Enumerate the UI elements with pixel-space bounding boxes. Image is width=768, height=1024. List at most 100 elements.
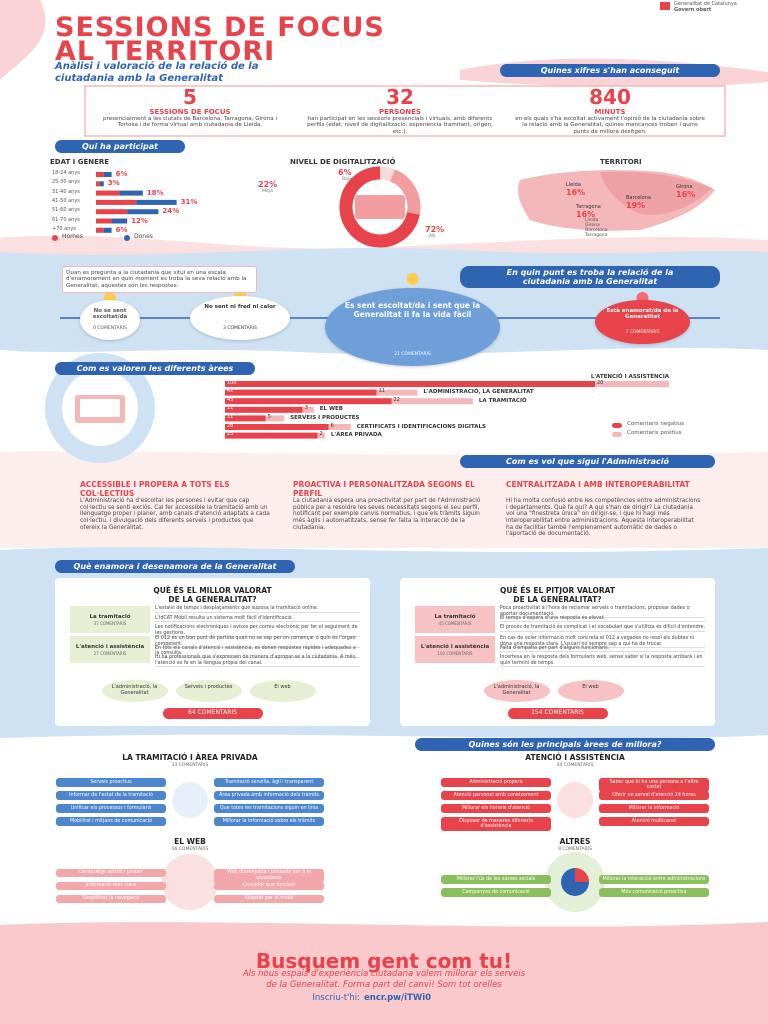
bar-women — [119, 190, 143, 196]
value-label: 16% — [576, 210, 596, 219]
scale-count: 7 COMENTARIS — [625, 330, 660, 335]
improvement-item: Web dissenyada i pensada per a la ciutad… — [214, 868, 324, 883]
area-box — [415, 636, 495, 663]
tag: El web — [249, 680, 316, 702]
improvement-item: Campanyes de comunicació — [441, 888, 551, 897]
value-label: 6% — [115, 170, 128, 178]
age-label: 61-70 anys — [52, 216, 80, 223]
value-label: 18% — [146, 188, 164, 197]
improvement-item: Millorar la informació sobre els tràmits — [214, 817, 324, 826]
tag: El web — [557, 680, 624, 702]
footer-link[interactable]: encr.pw/iTWi0 — [364, 993, 432, 1003]
figure-label: PERSONES — [379, 108, 421, 116]
improvement-item: Millorar els horaris d'atenció — [441, 804, 551, 813]
value-label: 22 — [393, 396, 400, 403]
column-title: ACCESSIBLE I PROPERA A TOTS ELS COL·LECT… — [80, 480, 230, 498]
tag: Serveis i productes — [175, 680, 242, 702]
legend-dot — [52, 235, 58, 241]
value-label: 16% — [566, 188, 586, 197]
bar — [595, 381, 669, 387]
value-label: 12% — [131, 216, 148, 225]
area-label: La tramitació — [89, 614, 131, 620]
footer-text: de la Generalitat. Forma part del canvi!… — [266, 980, 502, 990]
category-label: SERVEIS I PRODUCTES — [290, 414, 360, 421]
age-label: 18-24 anys — [52, 170, 80, 176]
scale-bubble — [325, 288, 500, 366]
improvement-item: Informar de l'estat de la tramitació — [56, 791, 166, 800]
area-label: L'atenció i assistència — [420, 644, 490, 650]
bar-women — [103, 227, 112, 233]
card-item: L'estalvi de temps i desplaçaments que s… — [155, 606, 360, 613]
improvement-item: Disposar de maneres diferents d'assistèn… — [441, 817, 551, 832]
card-item: Hi ha professionals que s'expressen de m… — [155, 655, 360, 668]
card-item: Falta d'empatia per part d'alguns funcio… — [500, 646, 705, 653]
cluster-count: 9 COMENTARIS — [558, 847, 592, 852]
bar — [225, 415, 266, 422]
bar-women — [127, 209, 159, 215]
improvement-item: Oferir un servei d'atenció 24 hores — [599, 791, 709, 800]
donut-segment — [339, 166, 420, 248]
area-label: L'atenció i assistència — [75, 644, 145, 650]
age-label: 51-60 anys — [52, 207, 80, 214]
value-label: 6% — [115, 225, 128, 234]
bar — [225, 432, 318, 439]
legend-label: Comentaris negatius — [627, 421, 685, 427]
legend-label: Tarragona — [585, 233, 608, 238]
improvement-item: Atenció multicanal — [599, 817, 709, 826]
value-label: 11 — [227, 413, 234, 420]
area-box — [415, 606, 495, 633]
area-count: 45 COMENTARIS — [438, 621, 472, 626]
age-label: 41-50 anys — [52, 197, 80, 204]
improvement-item: Informació més clara — [56, 881, 166, 891]
column-text: La ciutadania espera una proactivitat pe… — [293, 498, 481, 531]
region-label: Lleida — [566, 182, 581, 188]
bar — [225, 389, 377, 396]
scale-label: Està enamorat/da de la Generalitat — [606, 308, 679, 321]
value-label: 21 — [227, 405, 234, 412]
bar-men — [96, 227, 104, 233]
footer-title: Busquem gent com tu! — [255, 949, 513, 973]
scale-bubble — [80, 300, 140, 340]
value-label: 45 — [227, 396, 234, 403]
bar-women — [111, 218, 128, 224]
category-label: CERTIFICATS I IDENTIFICACIONS DIGITALS — [356, 423, 486, 430]
improvement-item: Serveis proactius — [56, 778, 166, 787]
area-label: La tramitació — [434, 614, 476, 620]
column-text: Hi ha molta confusió entre les competènc… — [506, 498, 701, 538]
improvement-item: Cercador que funcioni — [214, 881, 324, 891]
value-label: 5 — [267, 413, 271, 420]
card-title: QUÈ ÉS EL MILLOR VALORAT — [153, 586, 272, 595]
bar-men — [96, 181, 100, 187]
bar — [225, 424, 329, 430]
value-label: 2 — [319, 431, 323, 438]
intro-text: Quan es pregunta a la ciutadania que sit… — [62, 266, 257, 294]
scale-label: Es sent escoltat/da i sent que la Genera… — [344, 301, 481, 319]
title: AL TERRITORI — [55, 36, 276, 67]
card-title: QUÈ ÉS EL PITJOR VALORAT — [500, 586, 615, 595]
chart-title: TERRITORI — [600, 158, 642, 166]
figure-text: presencialment a les ciutats de Barcelon… — [102, 116, 278, 129]
bar-women — [103, 172, 112, 177]
legend-label: Dones — [134, 233, 153, 240]
region-label: Tarragona — [576, 204, 601, 210]
donut-segment — [379, 166, 395, 182]
bar — [225, 398, 392, 405]
improvement-item: Unificar els processos i formularis — [56, 804, 166, 813]
scale-bubble — [595, 300, 690, 344]
bar — [225, 406, 303, 413]
cluster-title: ATENCIÓ I ASSISTÈNCIA — [525, 753, 625, 762]
bar — [265, 415, 285, 422]
legend-label: Barcelona — [585, 228, 608, 233]
total-badge: 154 COMENTARIS — [507, 708, 608, 719]
value-label: 20 — [597, 379, 604, 386]
bar-men — [96, 199, 137, 205]
badge: Quines són les principals àrees de millo… — [415, 738, 715, 752]
category-label: L'ÀREA PRIVADA — [330, 432, 382, 439]
region-label: Girona — [676, 184, 693, 190]
bar — [302, 406, 314, 413]
tag: L'administració, la Generalitat — [483, 680, 550, 702]
age-label: 25-30 anys — [52, 179, 80, 186]
area-count: 37 COMENTARIS — [93, 621, 127, 626]
card-title: DE LA GENERALITAT? — [513, 595, 602, 604]
